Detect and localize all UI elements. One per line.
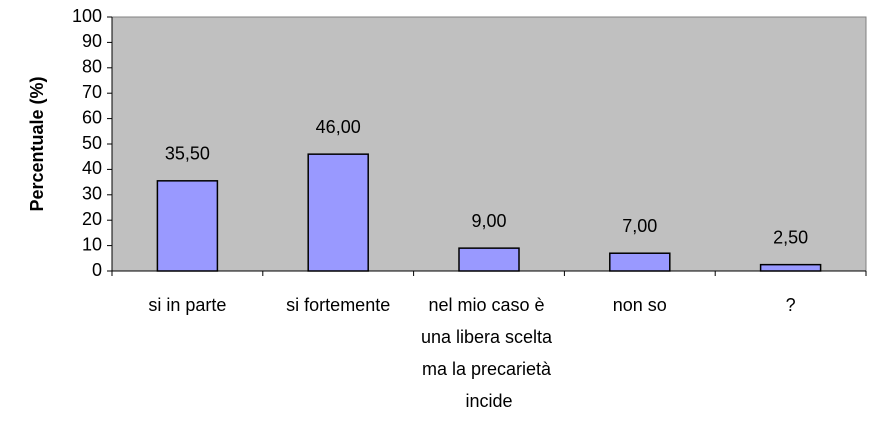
- y-tick-label: 30: [82, 184, 102, 204]
- y-axis-label: Percentuale (%): [27, 76, 47, 211]
- bar: [609, 252, 671, 272]
- y-tick-label: 80: [82, 57, 102, 77]
- x-tick-label: ?: [786, 295, 796, 315]
- y-tick-label: 100: [72, 6, 102, 26]
- x-tick-label: si fortemente: [286, 295, 390, 315]
- bar: [307, 153, 369, 272]
- y-tick-label: 20: [82, 209, 102, 229]
- x-tick-label: nel mio caso è una libera scelta ma la p…: [421, 295, 557, 411]
- data-label: 2,50: [773, 227, 808, 247]
- y-tick-label: 60: [82, 107, 102, 127]
- bar: [156, 180, 219, 272]
- x-tick-label: non so: [613, 295, 667, 315]
- data-label: 35,50: [165, 144, 210, 164]
- y-tick-label: 90: [82, 31, 102, 51]
- bar: [759, 263, 822, 272]
- data-label: 46,00: [316, 117, 361, 137]
- y-tick-label: 10: [82, 234, 102, 254]
- y-tick-label: 40: [82, 158, 102, 178]
- y-tick-label: 0: [92, 260, 102, 280]
- y-tick-label: 70: [82, 82, 102, 102]
- y-tick-label: 50: [82, 133, 102, 153]
- x-tick-label: si in parte: [148, 295, 226, 315]
- data-label: 9,00: [471, 211, 506, 231]
- bar: [458, 247, 520, 272]
- data-label: 7,00: [622, 216, 657, 236]
- plot-area: [111, 16, 867, 272]
